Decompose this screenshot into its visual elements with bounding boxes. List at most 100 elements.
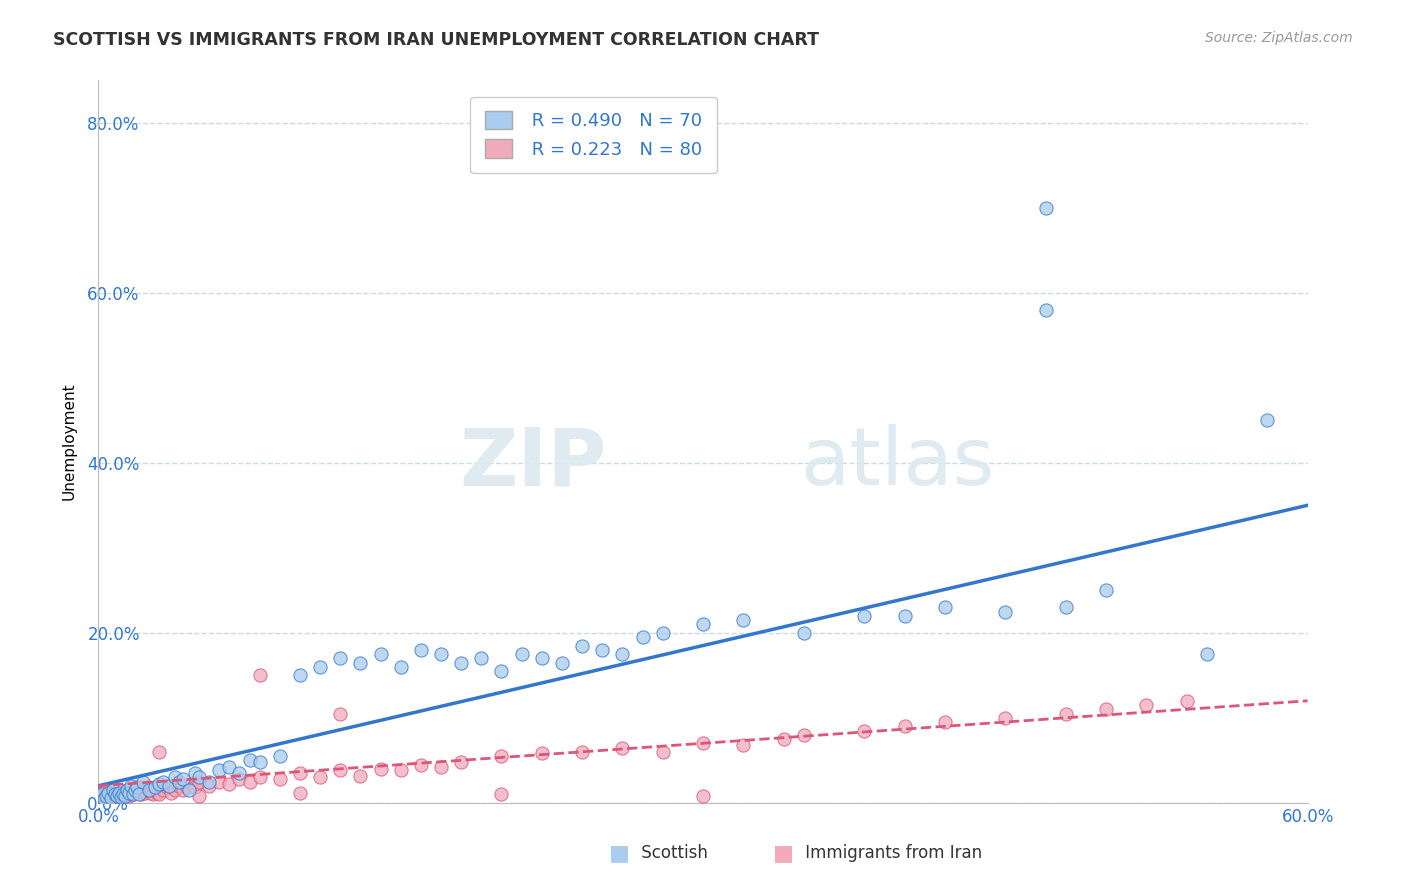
Point [692,789,714,803]
Point [288,668,311,682]
Legend:  R = 0.490   N = 70,  R = 0.223   N = 80: R = 0.490 N = 70, R = 0.223 N = 80 [470,96,717,173]
Point [100,790,122,805]
Point [793,625,815,640]
Point [121,787,143,801]
Point [329,651,352,665]
Text: ■: ■ [609,843,630,863]
Point [450,755,472,769]
Point [530,651,553,665]
Point [793,728,815,742]
Point [124,783,146,797]
Point [100,789,122,803]
Point [612,647,634,661]
Point [1195,647,1218,661]
Point [994,605,1017,619]
Point [148,787,170,801]
Point [103,787,125,801]
Point [249,770,271,784]
Point [163,770,186,784]
Point [389,660,412,674]
Point [125,780,148,795]
Point [631,630,654,644]
Point [118,789,141,803]
Point [157,779,180,793]
Point [120,786,142,800]
Point [551,656,574,670]
Point [143,783,166,797]
Point [228,766,250,780]
Point [530,747,553,761]
Point [128,780,150,795]
Point [853,608,876,623]
Point [163,783,186,797]
Point [134,786,156,800]
Point [93,791,115,805]
Point [121,787,143,801]
Point [176,780,198,795]
Point [107,786,129,800]
Point [1035,302,1057,317]
Point [103,789,125,804]
Point [152,774,174,789]
Point [125,786,148,800]
Point [142,787,165,801]
Point [269,772,291,786]
Point [1054,706,1077,721]
Point [733,613,755,627]
Point [114,789,136,803]
Point [208,764,231,778]
Point [329,764,352,778]
Point [184,780,207,795]
Point [146,786,169,800]
Point [128,787,150,801]
Text: ■: ■ [773,843,793,863]
Text: Immigrants from Iran: Immigrants from Iran [800,845,981,863]
Point [491,787,513,801]
Point [239,774,262,789]
Point [934,600,956,615]
Point [430,647,453,661]
Point [188,770,211,784]
Point [138,783,160,797]
Point [120,779,142,793]
Point [853,723,876,738]
Point [1035,201,1057,215]
Point [118,786,141,800]
Point [288,766,311,780]
Point [491,664,513,678]
Text: Scottish: Scottish [637,845,709,863]
Point [179,783,201,797]
Point [1095,702,1118,716]
Text: ZIP: ZIP [458,425,606,502]
Point [180,777,202,791]
Point [110,789,132,803]
Point [288,786,311,800]
Point [309,770,332,784]
Point [269,749,291,764]
Point [249,755,271,769]
Point [91,787,114,801]
Point [184,766,207,780]
Point [1256,413,1278,427]
Point [89,789,111,803]
Point [409,757,432,772]
Point [389,764,412,778]
Point [1054,600,1077,615]
Point [370,647,392,661]
Point [105,789,128,803]
Point [249,668,271,682]
Point [329,706,352,721]
Point [733,738,755,752]
Point [167,779,190,793]
Point [148,777,170,791]
Point [132,783,155,797]
Point [934,714,956,729]
Point [172,772,194,786]
Text: SCOTTISH VS IMMIGRANTS FROM IRAN UNEMPLOYMENT CORRELATION CHART: SCOTTISH VS IMMIGRANTS FROM IRAN UNEMPLO… [53,31,820,49]
Point [129,787,152,801]
Point [571,639,593,653]
Point [349,656,371,670]
Point [409,642,432,657]
Point [111,786,134,800]
Point [470,651,492,665]
